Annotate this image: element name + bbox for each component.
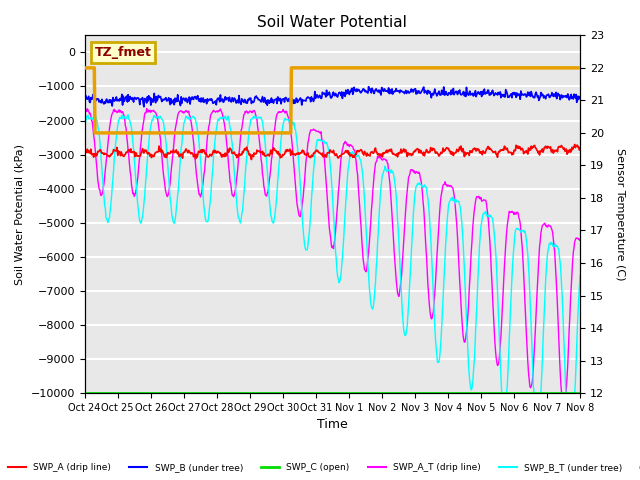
Y-axis label: Soil Water Potential (kPa): Soil Water Potential (kPa)	[15, 144, 25, 285]
X-axis label: Time: Time	[317, 419, 348, 432]
Title: Soil Water Potential: Soil Water Potential	[257, 15, 408, 30]
Y-axis label: Sensor Temperature (C): Sensor Temperature (C)	[615, 148, 625, 280]
Legend: SWP_A (drip line), SWP_B (under tree), SWP_C (open), SWP_A_T (drip line), SWP_B_: SWP_A (drip line), SWP_B (under tree), S…	[4, 459, 640, 476]
Text: TZ_fmet: TZ_fmet	[95, 46, 152, 59]
